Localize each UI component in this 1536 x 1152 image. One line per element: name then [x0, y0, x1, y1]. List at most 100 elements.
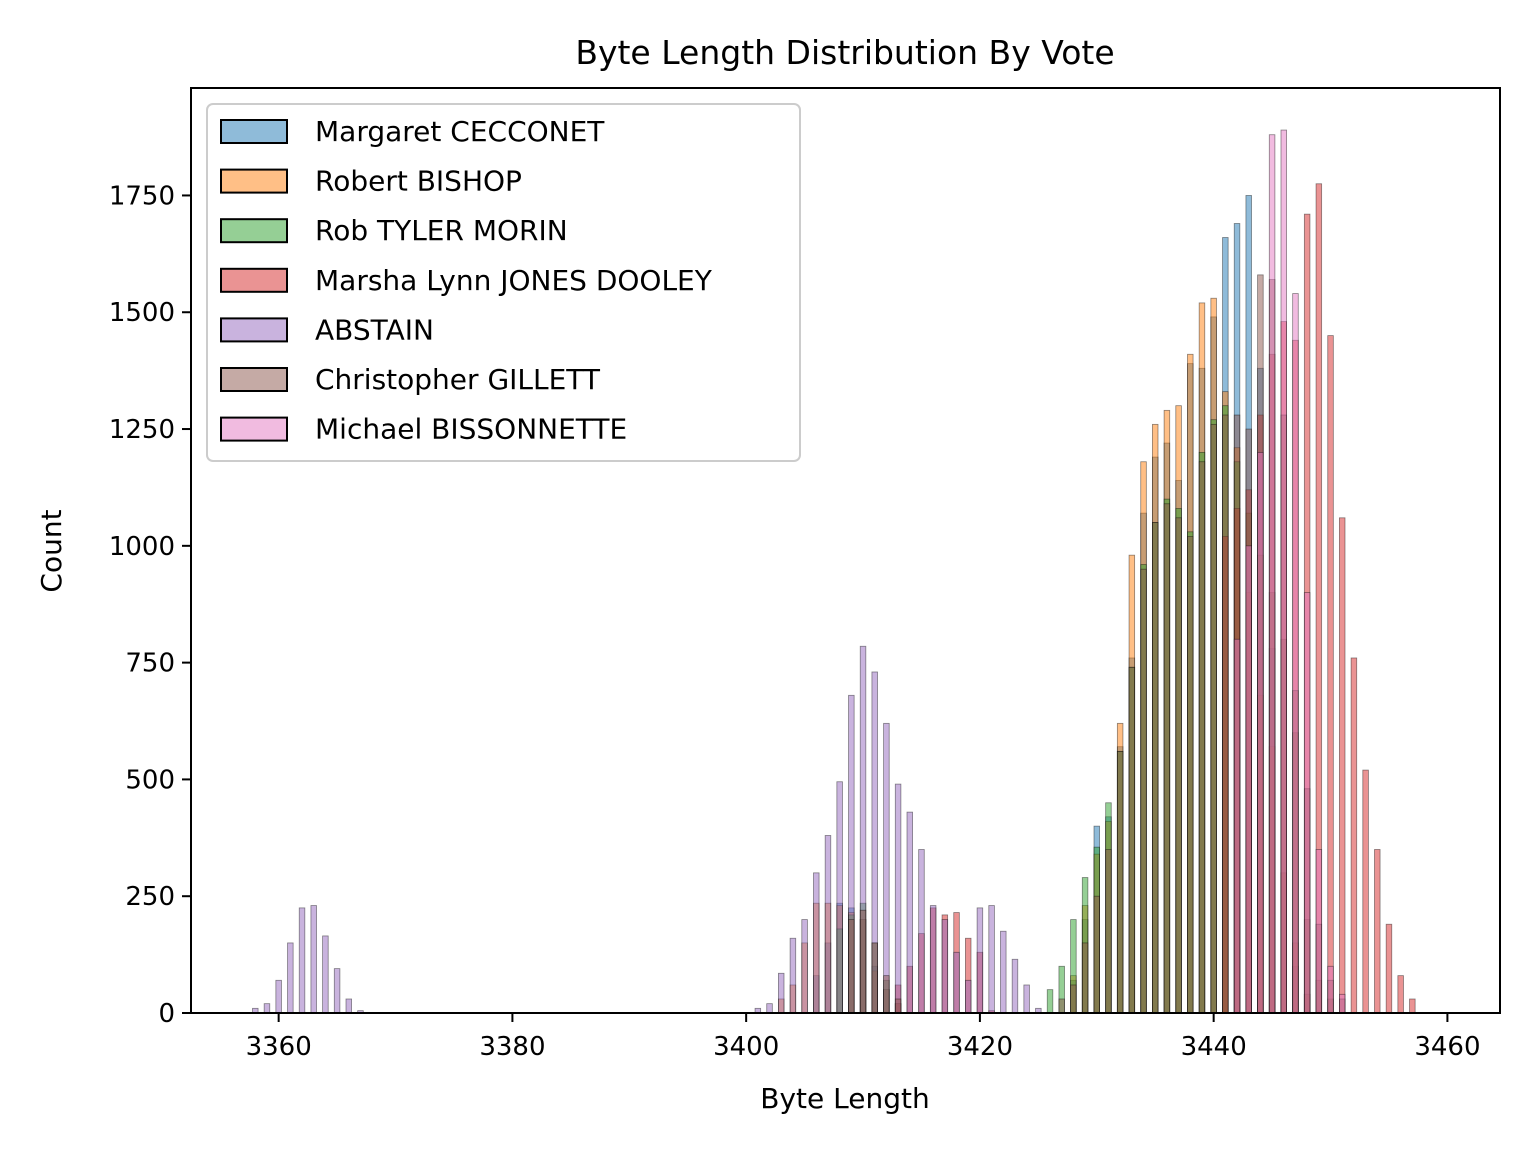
legend-swatch [220, 367, 288, 392]
bar [1152, 522, 1159, 1014]
bar [1140, 568, 1147, 1014]
x-tick-label: 3420 [947, 1032, 1013, 1062]
bar [1070, 984, 1077, 1014]
legend: Margaret CECCONET Robert BISHOP Rob TYLER … [206, 103, 801, 462]
bar [824, 835, 832, 1014]
bar [1268, 134, 1276, 1014]
bar [1105, 849, 1112, 1014]
series-6 [1233, 129, 1346, 1014]
bar [1280, 129, 1287, 1014]
y-tick-label: 1250 [109, 415, 175, 445]
y-tick-label: 750 [125, 649, 175, 679]
bar [789, 937, 797, 1014]
bar [1339, 993, 1346, 1014]
bar [1046, 989, 1054, 1014]
bar [1374, 849, 1381, 1014]
y-tick-label: 1000 [109, 532, 175, 562]
bar [333, 968, 341, 1014]
bar [275, 979, 282, 1014]
bar [1175, 517, 1182, 1014]
y-tick-label: 1500 [109, 298, 175, 328]
bar [1000, 930, 1007, 1014]
y-tick-label: 500 [125, 765, 175, 795]
bar [263, 1003, 271, 1014]
bar [766, 1003, 773, 1014]
bar [894, 998, 902, 1014]
legend-label: ABSTAIN [315, 313, 434, 346]
bar [1210, 423, 1217, 1014]
bar [836, 781, 843, 1014]
legend-swatch [220, 317, 288, 343]
legend-swatch [220, 218, 288, 244]
y-axis-label: Count [35, 509, 68, 592]
legend-label: Rob TYLER MORIN [315, 214, 568, 247]
x-axis-label: Byte Length [760, 1082, 929, 1115]
bar [813, 872, 820, 1014]
bar [1257, 451, 1264, 1014]
bar [1385, 923, 1393, 1014]
bar [801, 919, 808, 1014]
legend-label: Robert BISHOP [315, 165, 522, 198]
bar [1187, 536, 1194, 1014]
x-tick-label: 3380 [479, 1032, 545, 1062]
bar [345, 998, 352, 1014]
bar [287, 942, 294, 1014]
bar [965, 979, 972, 1014]
bar [778, 972, 785, 1014]
legend-label: Michael BISSONNETTE [315, 413, 627, 446]
bar [1233, 638, 1241, 1014]
bar [1303, 592, 1311, 1014]
bar [883, 975, 890, 1014]
bar [941, 919, 949, 1014]
bar [894, 783, 902, 1014]
bar [1339, 517, 1346, 1014]
bar [918, 849, 925, 1014]
bar [1128, 666, 1136, 1014]
legend-label: Marsha Lynn JONES DOOLEY [315, 264, 713, 297]
legend-swatch [220, 119, 288, 144]
bar [1362, 769, 1369, 1014]
x-axis-ticks: 3360 3380 3400 3420 3440 3460 [246, 1013, 1480, 1062]
bar [310, 905, 317, 1014]
bar [976, 907, 984, 1014]
bar [906, 811, 913, 1014]
bar [1409, 998, 1416, 1014]
legend-swatch [220, 416, 288, 442]
bar [1245, 545, 1252, 1014]
bar [1198, 461, 1206, 1014]
bar [1023, 984, 1030, 1014]
x-tick-label: 3400 [713, 1032, 779, 1062]
bar [1116, 750, 1124, 1014]
bar [322, 935, 329, 1014]
chart-title: Byte Length Distribution By Vote [575, 33, 1114, 72]
y-tick-label: 1750 [109, 181, 175, 211]
x-tick-label: 3440 [1181, 1032, 1247, 1062]
legend-label: Christopher GILLETT [315, 363, 601, 396]
y-tick-label: 250 [125, 882, 175, 912]
y-tick-label: 0 [158, 999, 175, 1029]
bar [1327, 335, 1334, 1014]
bar [1315, 849, 1323, 1014]
x-tick-label: 3460 [1414, 1032, 1480, 1062]
bar [859, 909, 867, 1014]
bar [1350, 657, 1358, 1014]
legend-label: Margaret CECCONET [315, 115, 605, 148]
bar [1163, 503, 1171, 1014]
legend-box [206, 103, 801, 462]
bar [1011, 958, 1019, 1014]
legend-swatch [220, 168, 288, 194]
bar [848, 919, 855, 1014]
bar [1081, 942, 1089, 1014]
bar [1397, 975, 1404, 1014]
bar [871, 942, 878, 1014]
bar [988, 905, 995, 1014]
bar [1058, 998, 1065, 1014]
bar [298, 907, 306, 1014]
bar [1292, 293, 1299, 1014]
bar [883, 722, 890, 1014]
bar [1327, 965, 1334, 1014]
bar [1093, 895, 1100, 1014]
x-tick-label: 3360 [246, 1032, 312, 1062]
legend-swatch [220, 267, 288, 293]
